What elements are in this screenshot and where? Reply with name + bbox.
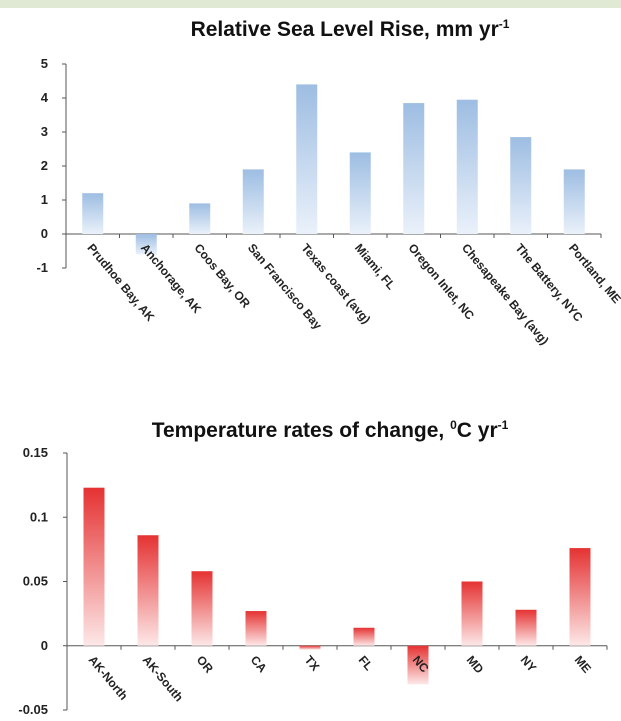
sea-level-y-tick-label: 0 bbox=[41, 226, 48, 241]
temperature-y-tick-label: 0.05 bbox=[23, 574, 48, 589]
sea-level-bar bbox=[189, 203, 211, 234]
sea-level-bar bbox=[242, 169, 264, 234]
sea-level-chart: Relative Sea Level Rise, mm yr-1 5 4 3 2 1 0 -… bbox=[36, 17, 621, 348]
temperature-bars bbox=[83, 487, 591, 685]
sea-level-y-tick-label: 5 bbox=[41, 56, 48, 71]
temperature-bar bbox=[299, 645, 321, 650]
temperature-category-label: OR bbox=[194, 653, 217, 676]
temperature-bar bbox=[137, 535, 159, 646]
sea-level-bar bbox=[403, 103, 425, 234]
temperature-bar bbox=[83, 487, 105, 646]
sea-level-bar bbox=[510, 137, 532, 234]
temperature-bar bbox=[353, 627, 375, 646]
temperature-y-tick-label: 0.1 bbox=[30, 509, 48, 524]
temperature-bar bbox=[407, 645, 429, 685]
sea-level-bar bbox=[349, 152, 371, 234]
sea-level-bar bbox=[296, 84, 318, 235]
temperature-category-label: FL bbox=[356, 653, 376, 673]
temperature-bar bbox=[515, 609, 537, 646]
sea-level-y-ticks: 5 4 3 2 1 0 -1 bbox=[36, 56, 66, 275]
sea-level-bar bbox=[82, 193, 104, 234]
sea-level-title: Relative Sea Level Rise, mm yr-1 bbox=[191, 17, 510, 41]
sea-level-category-label: Portland, ME bbox=[566, 241, 621, 306]
temperature-category-label: TX bbox=[302, 653, 323, 674]
temperature-bar bbox=[461, 581, 483, 646]
sea-level-bars bbox=[82, 84, 585, 255]
temperature-y-ticks: 0.15 0.1 0.05 0 -0.05 bbox=[18, 445, 67, 717]
temperature-category-labels: AK-North AK-South OR CA TX FL NC MD NY ME bbox=[86, 653, 594, 704]
temperature-category-label: AK-South bbox=[140, 653, 186, 704]
sea-level-category-label: Miami, FL bbox=[352, 241, 398, 292]
temperature-bar bbox=[569, 548, 591, 646]
sea-level-y-tick-label: 2 bbox=[41, 158, 48, 173]
temperature-title: Temperature rates of change, 0C yr-1 bbox=[152, 418, 509, 442]
temperature-category-label: MD bbox=[464, 653, 487, 677]
top-strip bbox=[0, 0, 621, 8]
temperature-bar bbox=[245, 611, 267, 646]
sea-level-y-tick-label: 4 bbox=[41, 90, 49, 105]
temperature-category-label: AK-North bbox=[86, 653, 131, 703]
temperature-category-label: NY bbox=[518, 653, 539, 675]
sea-level-y-tick-label: 3 bbox=[41, 124, 48, 139]
sea-level-y-tick-label: 1 bbox=[41, 192, 48, 207]
sea-level-y-tick-label: -1 bbox=[36, 260, 48, 275]
temperature-y-tick-label: -0.05 bbox=[18, 702, 48, 716]
sea-level-bar bbox=[456, 99, 478, 234]
temperature-y-tick-label: 0.15 bbox=[23, 445, 48, 460]
sea-level-bar bbox=[563, 169, 585, 234]
sea-level-bar bbox=[135, 234, 157, 255]
temperature-category-label: CA bbox=[248, 653, 270, 676]
temperature-y-tick-label: 0 bbox=[41, 638, 48, 653]
temperature-category-label: ME bbox=[572, 653, 594, 676]
temperature-bar bbox=[191, 571, 213, 646]
sea-level-category-label: Coos Bay, OR bbox=[191, 241, 253, 311]
temperature-chart: Temperature rates of change, 0C yr-1 0.1… bbox=[18, 418, 608, 717]
